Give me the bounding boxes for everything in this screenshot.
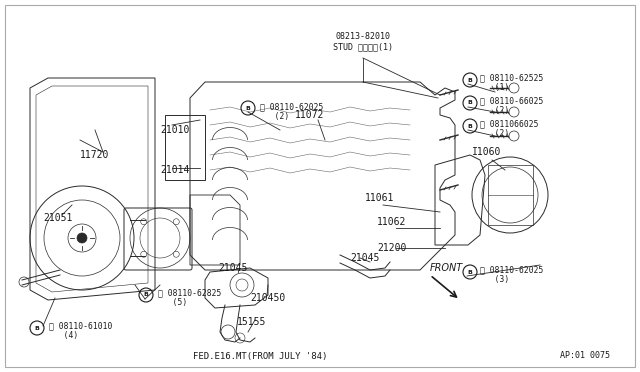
Text: 11072: 11072 <box>295 110 324 120</box>
Circle shape <box>173 219 179 225</box>
Bar <box>165 115 205 180</box>
Text: B: B <box>468 124 472 128</box>
Bar <box>488 165 533 225</box>
Text: 15155: 15155 <box>237 317 267 327</box>
Circle shape <box>141 251 147 257</box>
Text: 21010: 21010 <box>160 125 189 135</box>
Text: 11061: 11061 <box>365 193 395 203</box>
Text: 08213-82010
STUD スタッド(1): 08213-82010 STUD スタッド(1) <box>333 32 393 52</box>
Text: Ⓑ 08110-62025
   (3): Ⓑ 08110-62025 (3) <box>480 265 543 285</box>
Text: Ⓑ 0811066025
   (2): Ⓑ 0811066025 (2) <box>480 119 538 138</box>
Text: 21200: 21200 <box>378 243 406 253</box>
Circle shape <box>77 233 87 243</box>
Text: AP:01 0075: AP:01 0075 <box>560 352 610 360</box>
Text: FRONT: FRONT <box>430 263 463 273</box>
Text: 11062: 11062 <box>378 217 406 227</box>
Text: B: B <box>468 100 472 106</box>
Text: 21045: 21045 <box>218 263 248 273</box>
Text: 21014: 21014 <box>160 165 189 175</box>
Text: FED.E16.MT(FROM JULY '84): FED.E16.MT(FROM JULY '84) <box>193 352 327 360</box>
Circle shape <box>509 83 519 93</box>
Text: Ⓑ 08110-61010
   (4): Ⓑ 08110-61010 (4) <box>49 321 113 340</box>
Circle shape <box>509 131 519 141</box>
Text: 21051: 21051 <box>44 213 73 223</box>
Circle shape <box>141 219 147 225</box>
Text: B: B <box>468 77 472 83</box>
Text: 21045: 21045 <box>350 253 380 263</box>
Text: B: B <box>143 292 148 298</box>
Text: 210450: 210450 <box>250 293 285 303</box>
Text: Ⓑ 08110-62025
   (2): Ⓑ 08110-62025 (2) <box>260 102 323 121</box>
Text: Ⓑ 08110-62525
   (1): Ⓑ 08110-62525 (1) <box>480 73 543 92</box>
Text: Ⓑ 08110-62825
   (5): Ⓑ 08110-62825 (5) <box>158 288 221 307</box>
Text: I1060: I1060 <box>472 147 502 157</box>
Text: B: B <box>35 326 40 330</box>
Text: Ⓑ 08110-66025
   (2): Ⓑ 08110-66025 (2) <box>480 96 543 115</box>
Circle shape <box>509 107 519 117</box>
Circle shape <box>173 251 179 257</box>
Text: B: B <box>246 106 250 110</box>
Text: B: B <box>468 269 472 275</box>
Text: 11720: 11720 <box>80 150 109 160</box>
